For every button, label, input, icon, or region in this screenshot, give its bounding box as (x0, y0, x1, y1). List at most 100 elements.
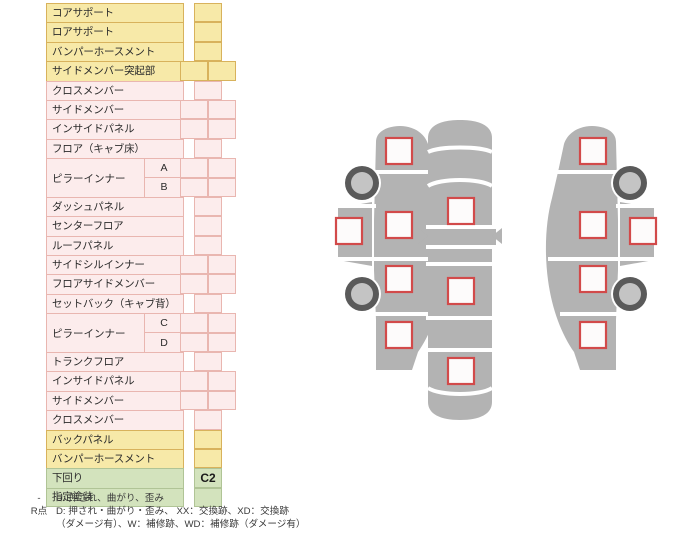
status-cell[interactable] (194, 196, 222, 217)
status-cell[interactable] (194, 3, 222, 23)
status-mark (195, 431, 221, 448)
parts-row-label: ロアサポート (52, 26, 114, 39)
status-mark (181, 256, 207, 273)
status-cell[interactable] (194, 41, 222, 62)
status-cell[interactable] (208, 332, 236, 353)
parts-row-label: トランクフロア (52, 356, 125, 368)
status-mark (195, 198, 221, 215)
status-cell[interactable] (180, 313, 208, 333)
status-cell[interactable] (180, 274, 208, 294)
status-cell[interactable] (180, 390, 208, 411)
parts-row-label: フロアサイドメンバー (52, 278, 155, 291)
right-divider-3 (548, 257, 658, 261)
status-row: C2 (194, 468, 250, 488)
status-cell[interactable] (194, 138, 222, 159)
status-cell[interactable] (180, 99, 208, 120)
status-cell[interactable] (180, 371, 208, 391)
status-cell[interactable] (194, 22, 222, 42)
parts-row-label: バックパネル (52, 433, 114, 446)
status-row (194, 293, 250, 314)
status-cell[interactable] (208, 390, 236, 411)
status-cell[interactable] (180, 255, 208, 275)
left-divider-1 (374, 170, 452, 174)
parts-row-label: 指定塗装 (52, 491, 94, 504)
top-marker-trunk (446, 356, 476, 386)
legend-key-dash: - (37, 493, 41, 504)
status-cell[interactable] (208, 119, 236, 139)
status-cell[interactable] (194, 216, 222, 236)
status-mark (195, 4, 221, 21)
parts-row: フロアサイドメンバー (46, 274, 184, 294)
status-cell[interactable] (208, 99, 236, 120)
status-mark (209, 101, 235, 118)
parts-row: 下回り (46, 468, 184, 488)
top-marker-roof (446, 276, 476, 306)
parts-row: インサイドパネル (46, 371, 184, 391)
status-cell[interactable] (194, 448, 222, 469)
status-cell[interactable] (194, 80, 222, 100)
status-mark (181, 275, 207, 292)
status-cell[interactable] (194, 429, 222, 449)
status-mark (209, 159, 235, 176)
parts-row: サイドメンバー (46, 99, 184, 120)
status-row (180, 390, 250, 411)
status-mark (181, 159, 207, 176)
parts-row: クロスメンバー (46, 80, 184, 100)
status-mark (181, 101, 207, 118)
left-marker-front-fender (334, 216, 364, 246)
parts-row: サイドメンバー (46, 390, 184, 411)
status-cell[interactable] (208, 371, 236, 391)
status-cell[interactable] (194, 293, 222, 314)
legend-line-1: - U: 押され、曲がり、歪み (22, 492, 422, 505)
status-cell[interactable] (194, 235, 222, 256)
top-divider-5 (426, 316, 494, 320)
status-row (180, 61, 250, 81)
status-cell[interactable] (208, 255, 236, 275)
status-cell[interactable] (180, 61, 208, 81)
right-divider-4 (560, 312, 618, 316)
status-mark (209, 256, 235, 273)
top-divider-6 (426, 348, 494, 352)
parts-row-label: ピラーインナー (52, 327, 126, 340)
status-row (194, 410, 250, 430)
parts-row-label: クロスメンバー (52, 414, 125, 427)
status-cell[interactable] (194, 352, 222, 372)
status-cell[interactable] (208, 61, 236, 81)
parts-row-label: フロア（キャブ床） (52, 142, 145, 155)
right-divider-1 (540, 170, 618, 174)
top-divider-roof-rear (426, 245, 498, 249)
status-mark (181, 314, 207, 331)
parts-sub-label-b: B (144, 178, 183, 197)
left-divider-4 (374, 312, 432, 316)
status-cell[interactable] (208, 274, 236, 294)
legend-line-2: R点 D: 押され・曲がり・歪み、 XX：交換跡、XD：交換跡 (22, 505, 422, 518)
top-divider-roof-front (426, 225, 498, 229)
status-cell[interactable] (180, 158, 208, 178)
status-cell[interactable] (208, 313, 236, 333)
parts-row-label: サイドシルインナー (52, 259, 145, 272)
status-mark (195, 450, 221, 467)
status-cell[interactable] (208, 158, 236, 178)
status-row (180, 332, 250, 353)
status-cell[interactable] (180, 119, 208, 139)
status-cell[interactable] (180, 332, 208, 353)
parts-row: インサイドパネル (46, 119, 184, 139)
status-row (180, 99, 250, 120)
status-cell[interactable]: C2 (194, 468, 222, 488)
status-mark (209, 62, 235, 79)
left-divider-3 (334, 257, 444, 261)
status-cell[interactable] (194, 487, 222, 508)
status-row (194, 138, 250, 159)
right-mirror (492, 228, 502, 244)
status-cell[interactable] (194, 410, 222, 430)
status-cell[interactable] (208, 177, 236, 197)
parts-row-label: バンパーホースメント (52, 45, 155, 58)
status-mark (195, 82, 221, 99)
status-row (194, 80, 250, 100)
status-row (180, 177, 250, 197)
top-view-body (428, 120, 492, 420)
parts-row-label: ダッシュパネル (52, 200, 125, 213)
right-marker-lower (578, 320, 608, 350)
status-cell[interactable] (180, 177, 208, 197)
